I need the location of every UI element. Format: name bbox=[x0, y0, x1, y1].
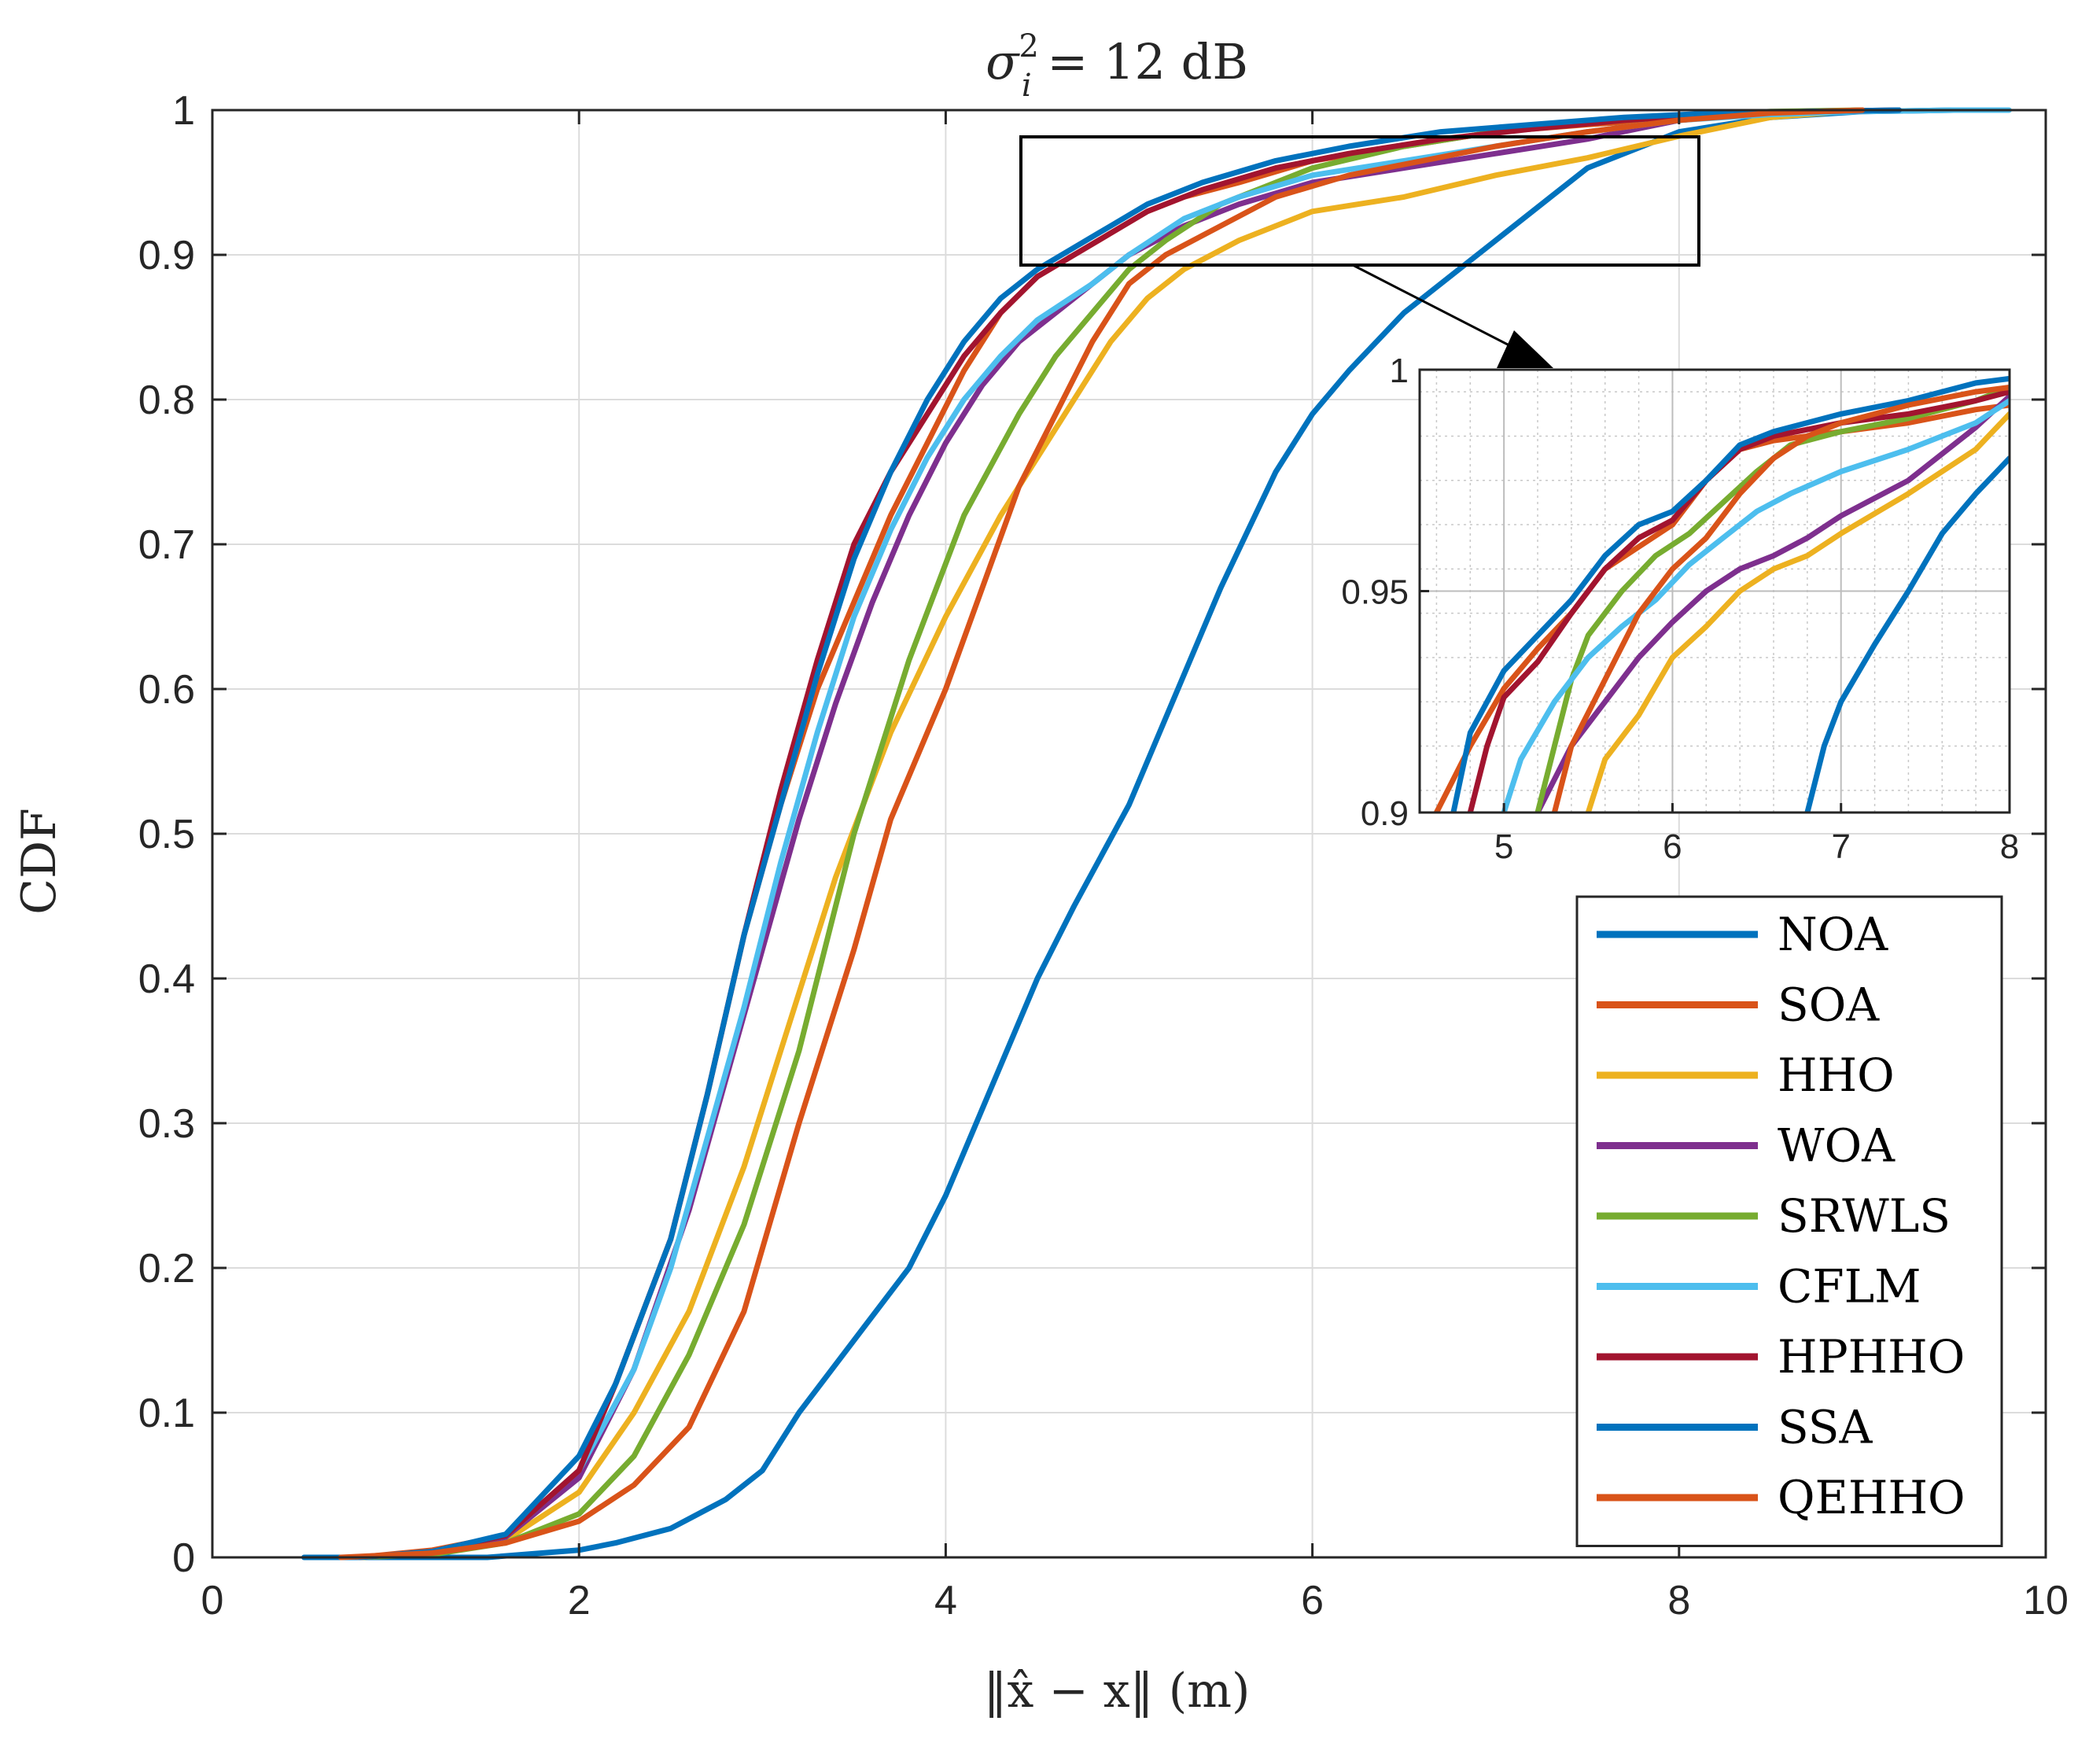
legend-label-ssa: SSA bbox=[1778, 1401, 1873, 1454]
inset-series-line-hphho bbox=[1467, 389, 2010, 813]
inset-series-line-noa bbox=[1804, 455, 2010, 813]
title-superscript: 2 bbox=[1019, 28, 1038, 64]
zoom-region-box bbox=[1019, 135, 1700, 267]
series-line-ssa bbox=[356, 107, 1902, 1561]
chart-title: σ2 i = 12 dB bbox=[986, 28, 1248, 104]
inset-x-tick-label: 5 bbox=[1494, 827, 1513, 866]
y-tick-label: 0.4 bbox=[138, 956, 195, 1002]
x-tick-label: 6 bbox=[1301, 1578, 1324, 1623]
y-tick-label: 0.1 bbox=[138, 1391, 195, 1436]
inset-series-line-hho bbox=[1585, 411, 2010, 813]
inset-ticks: 5 6 7 8 0.9 0.95 1 bbox=[1341, 352, 2019, 866]
y-tick-label: 0.7 bbox=[138, 522, 195, 568]
y-tick-label: 0.9 bbox=[138, 233, 195, 278]
main-ticks: 0 2 4 6 8 10 0 0.1 0.2 0.3 0.4 0.5 0.6 0.7 0.8 0.9 1 bbox=[138, 88, 2069, 1623]
x-tick-label: 2 bbox=[568, 1578, 591, 1623]
legend-label-soa: SOA bbox=[1778, 978, 1880, 1032]
y-tick-label: 0 bbox=[172, 1535, 195, 1581]
x-axis-label: ‖x̂ − x‖ (m) bbox=[984, 1664, 1251, 1719]
legend-label-hphho: HPHHO bbox=[1778, 1330, 1965, 1384]
series-line-hho bbox=[356, 107, 1866, 1561]
inset-y-tick-label: 0.9 bbox=[1361, 794, 1409, 833]
y-tick-label: 0.2 bbox=[138, 1246, 195, 1292]
inset-x-tick-label: 8 bbox=[2000, 827, 2019, 866]
inset-series-line-woa bbox=[1534, 393, 2010, 813]
main-series-group bbox=[301, 107, 2012, 1561]
y-tick-label: 0.8 bbox=[138, 378, 195, 423]
y-tick-label: 1 bbox=[172, 88, 195, 134]
y-tick-label: 0.6 bbox=[138, 667, 195, 713]
y-tick-label: 0.3 bbox=[138, 1101, 195, 1147]
legend-label-cflm: CFLM bbox=[1778, 1260, 1921, 1314]
x-tick-label: 0 bbox=[201, 1578, 224, 1623]
legend-label-hho: HHO bbox=[1778, 1048, 1895, 1102]
inset-series-line-ssa bbox=[1450, 375, 2010, 813]
y-axis-label: CDF bbox=[12, 808, 67, 915]
title-rest: = 12 dB bbox=[1032, 33, 1248, 90]
x-tick-label: 4 bbox=[934, 1578, 957, 1623]
series-line-qehho bbox=[337, 107, 1866, 1561]
inset-x-tick-label: 6 bbox=[1663, 827, 1682, 866]
legend: NOA SOA HHO WOA SRWLS CFLM HPHHO SSA QEHHO bbox=[1575, 895, 2003, 1547]
series-line-noa bbox=[301, 107, 1957, 1561]
inset-series-group bbox=[1433, 375, 2010, 813]
legend-label-qehho: QEHHO bbox=[1778, 1471, 1966, 1524]
legend-label-woa: WOA bbox=[1778, 1119, 1896, 1173]
inset-series-line-qehho bbox=[1551, 385, 2010, 813]
inset-series-line-soa bbox=[1433, 402, 2010, 813]
inset-x-tick-label: 7 bbox=[1831, 827, 1850, 866]
inset-series-line-cflm bbox=[1501, 397, 2010, 813]
legend-label-noa: NOA bbox=[1778, 908, 1888, 961]
legend-label-srwls: SRWLS bbox=[1778, 1189, 1951, 1243]
title-subscript: i bbox=[1022, 68, 1032, 104]
y-tick-label: 0.5 bbox=[138, 812, 195, 857]
zoom-arrow-head bbox=[1497, 330, 1553, 368]
x-tick-label: 8 bbox=[1667, 1578, 1690, 1623]
zoom-arrow-line bbox=[1352, 263, 1534, 359]
inset-y-tick-label: 0.95 bbox=[1341, 573, 1409, 612]
title-sigma: σ bbox=[986, 33, 1020, 90]
x-tick-label: 10 bbox=[2023, 1578, 2069, 1623]
inset-y-tick-label: 1 bbox=[1390, 352, 1409, 390]
